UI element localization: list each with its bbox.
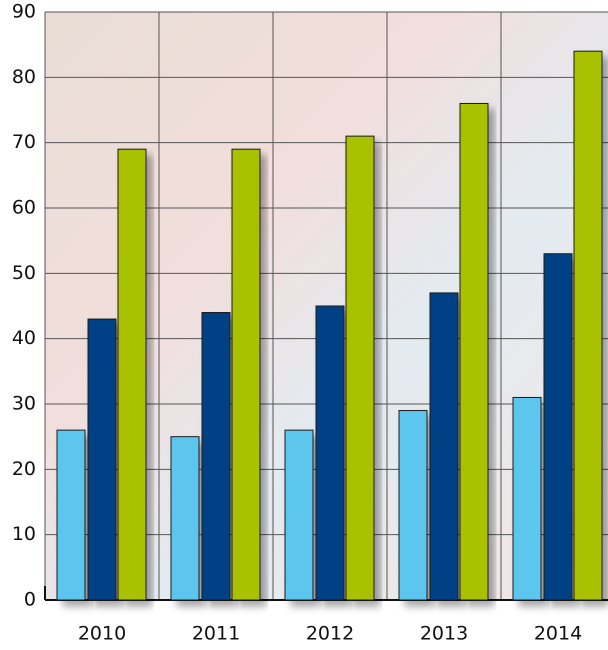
- bar: [315, 305, 345, 601]
- y-tick-label: 60: [12, 197, 36, 219]
- y-tick-label: 40: [12, 327, 36, 349]
- bar: [398, 410, 428, 601]
- bar: [87, 318, 117, 601]
- bar: [429, 292, 459, 601]
- y-tick-label: 90: [12, 1, 36, 23]
- y-tick-label: 20: [12, 458, 36, 480]
- x-tick-label: 2012: [306, 623, 354, 645]
- bar: [56, 429, 86, 601]
- y-tick-label: 0: [24, 589, 36, 611]
- y-tick-label: 80: [12, 66, 36, 88]
- y-tick-label: 10: [12, 523, 36, 545]
- y-tick-label: 30: [12, 393, 36, 415]
- bar: [170, 436, 200, 601]
- bar: [231, 148, 261, 601]
- bar: [459, 102, 489, 601]
- bar: [512, 396, 542, 601]
- x-tick-label: 2010: [78, 623, 126, 645]
- bar: [543, 253, 573, 601]
- bar: [573, 50, 603, 601]
- bar: [117, 148, 147, 601]
- x-tick-label: 2014: [534, 623, 582, 645]
- y-tick-label: 70: [12, 131, 36, 153]
- x-tick-label: 2013: [420, 623, 468, 645]
- x-tick-label: 2011: [192, 623, 240, 645]
- bar: [201, 312, 231, 601]
- y-tick-label: 50: [12, 262, 36, 284]
- bar: [345, 135, 375, 601]
- bar: [284, 429, 314, 601]
